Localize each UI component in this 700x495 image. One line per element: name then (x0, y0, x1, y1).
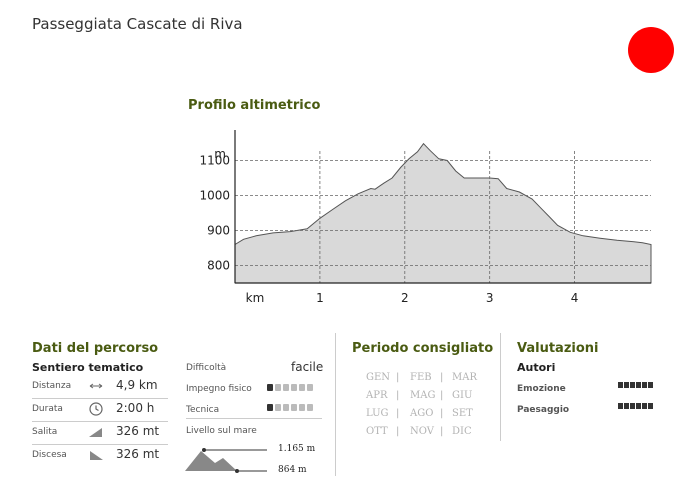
level-dot (267, 404, 273, 411)
month-separator: | (440, 390, 444, 401)
level-dot (299, 404, 305, 411)
x-tick-label: 2 (401, 291, 409, 305)
level-dot (630, 382, 635, 388)
month-separator: | (396, 426, 400, 437)
min-altitude: 864 m (278, 465, 307, 475)
difficolta-label: Difficoltà (186, 363, 227, 373)
clock-icon (89, 402, 103, 416)
y-axis-unit: m (214, 147, 226, 161)
level-dot (291, 384, 297, 391)
elevation-area (234, 142, 652, 284)
month-apr: APR (366, 390, 388, 401)
month-separator: | (396, 372, 400, 383)
month-set: SET (452, 408, 473, 419)
column-divider (500, 333, 501, 441)
column-divider (335, 333, 336, 476)
level-dot (636, 382, 641, 388)
ascent-icon (89, 428, 102, 437)
month-lug: LUG (366, 408, 389, 419)
month-mag: MAG (410, 390, 436, 401)
paesaggio-label: Paesaggio (517, 405, 570, 415)
percorso-subtitle: Sentiero tematico (32, 361, 144, 374)
level-dot (275, 404, 281, 411)
level-dot (630, 403, 635, 409)
descent-icon (90, 451, 103, 460)
level-dot (642, 382, 647, 388)
month-nov: NOV (410, 426, 434, 437)
x-axis-unit: km (246, 291, 265, 305)
month-gen: GEN (366, 372, 391, 383)
stat-value: 326 mt (116, 424, 160, 438)
profile-title: Profilo altimetrico (188, 98, 321, 113)
stat-label: Discesa (32, 450, 67, 460)
month-separator: | (440, 408, 444, 419)
level-dot (642, 403, 647, 409)
impegno-label: Impegno fisico (186, 384, 252, 394)
level-dot (267, 384, 273, 391)
tecnica-level (267, 404, 313, 411)
difficolta-value: facile (291, 360, 324, 374)
month-separator: | (440, 426, 444, 437)
level-dot (624, 403, 629, 409)
livello-label: Livello sul mare (186, 426, 257, 436)
emozione-rating (618, 382, 653, 388)
month-separator: | (396, 390, 400, 401)
stat-label: Distanza (32, 381, 72, 391)
month-mar: MAR (452, 372, 477, 383)
x-tick-label: 4 (571, 291, 579, 305)
status-dot (628, 27, 674, 73)
month-ago: AGO (410, 408, 434, 419)
level-dot (283, 384, 289, 391)
altitude-mini-profile (185, 448, 267, 473)
level-dot (618, 403, 623, 409)
level-dot (618, 382, 623, 388)
divider (186, 418, 322, 419)
percorso-title: Dati del percorso (32, 341, 159, 356)
level-dot (636, 403, 641, 409)
level-dot (307, 404, 313, 411)
impegno-level (267, 384, 313, 391)
month-ott: OTT (366, 426, 388, 437)
valutazioni-subtitle: Autori (517, 361, 556, 374)
y-tick-label: 1000 (199, 189, 230, 203)
page-title: Passeggiata Cascate di Riva (32, 15, 243, 33)
level-dot (648, 382, 653, 388)
x-tick-label: 3 (486, 291, 494, 305)
distance-arrows-icon (89, 383, 103, 389)
stat-row-salita: Salita 326 mt (32, 422, 168, 445)
stat-label: Salita (32, 427, 58, 437)
max-altitude: 1.165 m (278, 444, 316, 454)
month-giu: GIU (452, 390, 473, 401)
level-dot (307, 384, 313, 391)
level-dot (275, 384, 281, 391)
level-dot (648, 403, 653, 409)
stat-value: 4,9 km (116, 378, 158, 392)
month-dic: DIC (452, 426, 472, 437)
emozione-label: Emozione (517, 384, 566, 394)
stat-row-discesa: Discesa 326 mt (32, 445, 168, 467)
y-tick-label: 1100 (199, 154, 230, 168)
level-dot (291, 404, 297, 411)
periodo-title: Periodo consigliato (352, 341, 494, 356)
level-dot (624, 382, 629, 388)
elevation-chart: 800 900 1000 1100 1 2 3 4 m km (199, 130, 652, 305)
level-dot (283, 404, 289, 411)
x-tick-label: 1 (316, 291, 324, 305)
stat-value: 2:00 h (116, 401, 155, 415)
tecnica-label: Tecnica (186, 405, 220, 415)
level-dot (299, 384, 305, 391)
stat-row-durata: Durata 2:00 h (32, 399, 168, 422)
y-tick-label: 900 (207, 224, 230, 238)
stat-label: Durata (32, 404, 63, 414)
valutazioni-title: Valutazioni (517, 341, 599, 356)
paesaggio-rating (618, 403, 653, 409)
stat-value: 326 mt (116, 447, 160, 461)
stat-row-distanza: Distanza 4,9 km (32, 376, 168, 399)
month-separator: | (440, 372, 444, 383)
y-tick-label: 800 (207, 259, 230, 273)
month-separator: | (396, 408, 400, 419)
month-feb: FEB (410, 372, 432, 383)
